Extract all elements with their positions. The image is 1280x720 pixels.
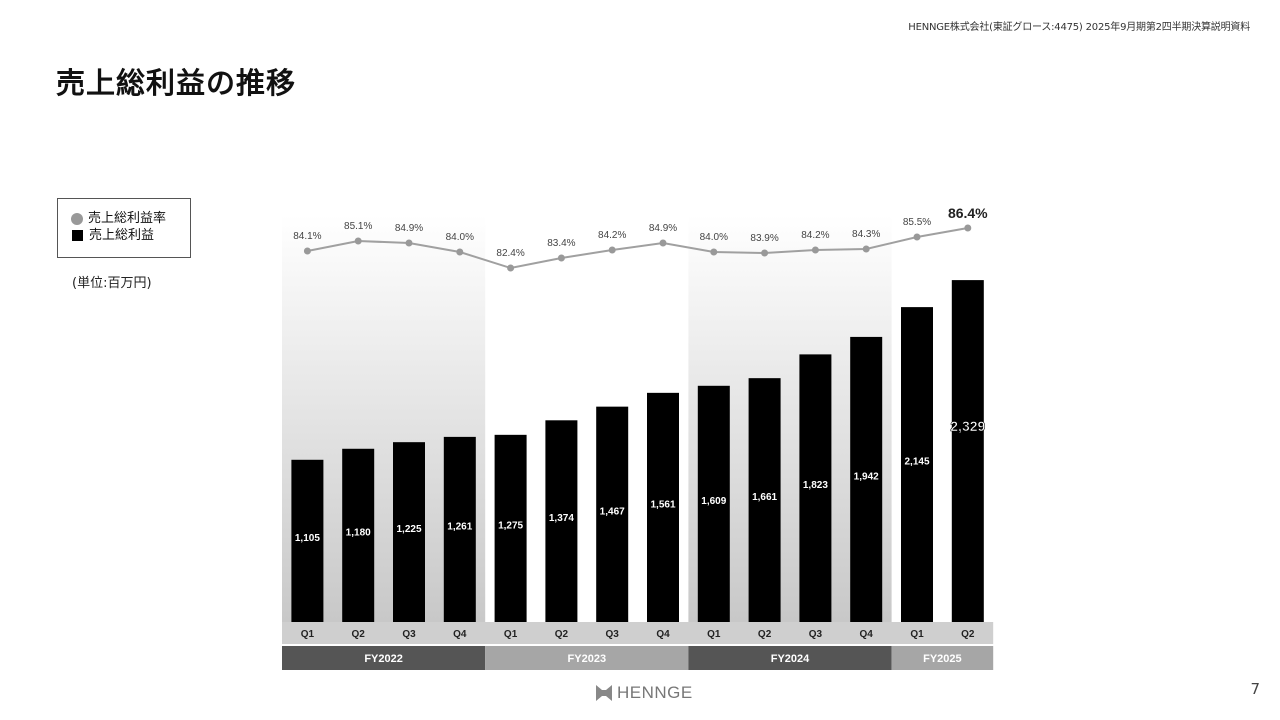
legend-item-profit: 売上総利益 [71, 227, 190, 244]
gross-margin-label: 85.5% [903, 217, 931, 228]
quarter-tick-label: Q3 [606, 629, 620, 640]
gross-margin-label: 86.4% [948, 205, 988, 221]
gross-profit-bar [748, 378, 781, 622]
bar-value-label: 1,261 [447, 521, 472, 532]
document-header-note: HENNGE株式会社(東証グロース:4475) 2025年9月期第2四半期決算説… [908, 22, 1250, 33]
fiscal-year-label: FY2022 [364, 653, 403, 665]
bar-value-label: 1,180 [346, 527, 371, 538]
gross-margin-point [557, 254, 565, 262]
bar-value-label: 1,225 [396, 524, 421, 535]
henngeg-logo-icon [596, 685, 612, 701]
gross-margin-label: 82.4% [496, 248, 524, 259]
gross-profit-bar [494, 434, 527, 622]
quarter-tick-label: Q1 [910, 629, 924, 640]
gross-margin-point [456, 248, 464, 256]
bar-value-label: 2,329 [950, 418, 985, 434]
gross-margin-line [307, 227, 968, 270]
fiscal-year-band [688, 646, 892, 670]
quarter-tick-label: Q4 [656, 629, 670, 640]
quarter-tick-label: Q1 [301, 629, 315, 640]
gross-profit-bar [799, 354, 832, 622]
gross-profit-bar [291, 459, 324, 622]
gross-margin-point [811, 246, 819, 254]
square-marker-icon [72, 230, 83, 241]
gross-profit-bar [850, 336, 883, 622]
gross-margin-label: 84.9% [395, 223, 423, 234]
gross-profit-bar [647, 392, 679, 622]
gross-margin-label: 83.4% [547, 238, 575, 249]
fiscal-year-label: FY2025 [923, 653, 962, 665]
bar-value-label: 1,105 [295, 533, 320, 544]
bar-value-label: 1,942 [854, 471, 879, 482]
gross-profit-bar [596, 406, 629, 622]
gross-margin-label: 84.3% [852, 229, 880, 240]
fiscal-year-band [891, 646, 994, 670]
bar-value-label: 1,561 [650, 499, 675, 510]
gross-margin-point [608, 246, 616, 254]
bar-value-label: 1,609 [701, 496, 726, 507]
gross-margin-label: 84.0% [700, 232, 728, 243]
logo-text: HENNGE [617, 683, 693, 702]
bar-value-label: 1,374 [549, 513, 574, 524]
gross-margin-point [303, 247, 311, 255]
gross-profit-bar [951, 280, 984, 622]
quarter-tick-label: Q2 [961, 629, 975, 640]
gross-profit-bar [342, 448, 375, 622]
bar-value-label: 1,467 [600, 506, 625, 517]
page-number: 7 [1250, 680, 1260, 698]
legend-profit-label: 売上総利益 [89, 228, 155, 243]
fiscal-year-label: FY2023 [568, 653, 607, 665]
quarter-tick-label: Q3 [809, 629, 823, 640]
quarter-tick-label: Q2 [352, 629, 366, 640]
gross-margin-point [354, 237, 362, 245]
fiscal-year-band [485, 646, 689, 670]
quarter-tick-label: Q4 [453, 629, 467, 640]
quarter-tick-label: Q1 [707, 629, 721, 640]
gross-margin-point [761, 249, 769, 257]
gross-margin-point [862, 245, 870, 253]
gross-margin-label: 84.2% [598, 230, 626, 241]
gross-margin-point [913, 233, 921, 241]
circle-marker-icon [71, 212, 83, 225]
gross-margin-point [710, 248, 718, 256]
quarter-tick-label: Q2 [555, 629, 569, 640]
quarter-tick-label: Q4 [860, 629, 874, 640]
gross-profit-chart: FY2022 FY2023 FY2024 FY2025 1,105 Q1 1,180 Q2 1,… [282, 205, 994, 670]
legend-item-rate: 売上総利益率 [71, 210, 190, 227]
quarter-label-row [282, 622, 994, 644]
fiscal-year-band [282, 646, 486, 670]
gross-margin-label: 83.9% [750, 233, 778, 244]
gross-margin-label: 84.0% [446, 232, 474, 243]
gross-margin-label: 84.1% [293, 231, 321, 242]
fiscal-year-label: FY2024 [771, 653, 810, 665]
gross-profit-bar [697, 385, 730, 622]
bar-value-label: 2,145 [904, 457, 929, 468]
legend-rate-label: 売上総利益率 [88, 211, 167, 226]
quarter-tick-label: Q1 [504, 629, 518, 640]
unit-note: (単位:百万円) [72, 276, 152, 291]
gross-margin-point [507, 264, 515, 272]
bar-value-label: 1,661 [752, 492, 777, 503]
gross-margin-label: 84.9% [649, 223, 677, 234]
chart-legend: 売上総利益率 売上総利益 [57, 198, 191, 258]
company-logo: HENNGE [595, 683, 693, 703]
quarter-tick-label: Q3 [402, 629, 416, 640]
quarter-tick-label: Q2 [758, 629, 772, 640]
gross-profit-bar [393, 442, 425, 622]
gross-margin-point [659, 239, 667, 247]
gross-profit-bar [901, 307, 933, 622]
page-title: 売上総利益の推移 [56, 66, 297, 100]
gross-margin-point [405, 239, 413, 247]
gross-profit-bar [545, 420, 578, 622]
gross-profit-bar [443, 436, 476, 622]
bar-value-label: 1,275 [498, 520, 523, 531]
gross-margin-point [964, 224, 972, 232]
gross-margin-label: 85.1% [344, 221, 372, 232]
bar-value-label: 1,823 [803, 480, 828, 491]
gross-margin-label: 84.2% [801, 230, 829, 241]
